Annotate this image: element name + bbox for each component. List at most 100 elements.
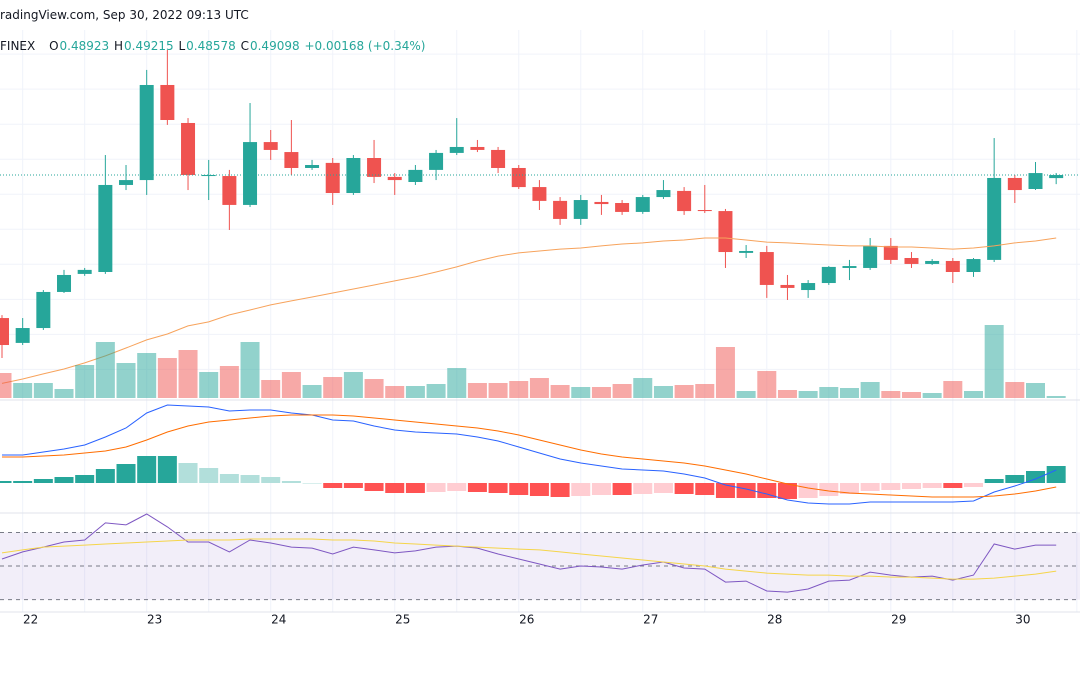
volume-bar	[1005, 382, 1025, 398]
volume-bar	[364, 379, 384, 398]
macd-histogram-bar	[281, 481, 301, 483]
x-tick-label: 26	[519, 613, 534, 627]
volume-bar	[302, 385, 322, 398]
volume-bar	[240, 342, 260, 398]
volume-bar	[405, 386, 425, 398]
volume-bar	[54, 389, 74, 398]
candle-body	[284, 152, 299, 168]
volume-bar	[612, 384, 632, 398]
candle-body	[821, 266, 836, 284]
macd-histogram-bar	[509, 483, 529, 495]
macd-histogram-bar	[0, 481, 12, 483]
candle-body	[305, 165, 320, 168]
candle-body	[36, 291, 51, 329]
macd-histogram-bar	[839, 483, 859, 494]
macd-histogram-bar	[33, 479, 53, 483]
volume-bar	[178, 350, 198, 398]
candle-body	[346, 158, 361, 194]
ohlc-label: L	[178, 39, 186, 53]
macd-histogram-bar	[922, 483, 942, 488]
volume-bar	[777, 390, 797, 398]
macd-histogram-bar	[157, 456, 177, 483]
x-tick-label: 23	[147, 613, 162, 627]
volume-bar	[488, 383, 508, 398]
candle-body	[449, 146, 464, 153]
macd-histogram-bar	[881, 483, 901, 490]
macd-histogram-bar	[860, 483, 880, 491]
ohlc-value: 0.49215	[124, 39, 174, 53]
macd-histogram-bar	[199, 468, 219, 483]
candle-body	[139, 84, 154, 181]
macd-histogram-bar	[591, 483, 611, 495]
volume-bar	[922, 393, 942, 398]
source: radingView.com, Sep 30, 2022 09:13 UTC	[0, 8, 249, 22]
moving-average	[1, 237, 1057, 384]
volume-bar	[385, 386, 405, 398]
volume-bar	[963, 391, 983, 398]
macd-histogram-bar	[1005, 475, 1025, 483]
candle-body	[243, 142, 258, 205]
volume-bar	[819, 387, 839, 398]
candle-body	[387, 176, 402, 181]
macd-histogram-bar	[261, 477, 281, 483]
x-tick-label: 29	[891, 613, 906, 627]
rsi-line	[1, 538, 1057, 580]
volume-bar	[509, 381, 529, 398]
macd-histogram-bar	[488, 483, 508, 493]
volume-bar	[984, 325, 1004, 398]
candle-body	[470, 146, 485, 150]
candle-body	[635, 197, 650, 212]
volume-bar	[550, 385, 570, 398]
candle-body	[408, 169, 423, 182]
ohlc-label: C	[240, 39, 249, 53]
x-tick-label: 28	[767, 613, 782, 627]
candle-body	[532, 187, 547, 201]
x-tick-label: 24	[271, 613, 286, 627]
candle-body	[615, 203, 630, 212]
macd-histogram-bar	[447, 483, 467, 491]
volume-bar	[674, 385, 694, 398]
candle-body	[966, 259, 981, 272]
volume-bar	[343, 372, 363, 398]
x-tick-label: 30	[1015, 613, 1030, 627]
candle-body	[739, 250, 754, 253]
volume-bar	[137, 353, 157, 398]
x-tick-label: 25	[395, 613, 410, 627]
macd-histogram-bar	[984, 479, 1004, 483]
macd-histogram-bar	[240, 475, 260, 483]
volume-bar	[447, 368, 467, 398]
macd-histogram-bar	[1026, 471, 1045, 483]
macd-histogram-bar	[674, 483, 694, 494]
volume-bar	[943, 381, 963, 398]
volume-bar	[798, 391, 818, 398]
macd-histogram-bar	[901, 483, 921, 489]
ohlc-value: 0.48923	[59, 39, 110, 53]
volume-bar	[0, 373, 12, 398]
candle-body	[511, 167, 526, 188]
volume-bar	[261, 380, 281, 398]
x-tick-label: 22	[23, 613, 38, 627]
volume-bar	[95, 342, 115, 398]
macd-histogram-bar	[426, 483, 446, 492]
macd-histogram-bar	[343, 483, 363, 488]
candle-body	[573, 200, 588, 219]
macd-histogram-bar	[943, 483, 963, 488]
volume-bar	[591, 387, 611, 398]
volume-bar	[736, 391, 756, 398]
symbol: FINEX	[0, 39, 36, 53]
volume-bar	[571, 387, 591, 398]
candle-body	[842, 266, 857, 268]
macd-histogram-bar	[219, 474, 239, 483]
macd-histogram-bar	[1046, 466, 1066, 483]
candle-body	[57, 274, 72, 292]
candle-body	[367, 158, 382, 177]
candle-body	[1049, 175, 1064, 179]
volume-bar	[839, 388, 859, 398]
candle-body	[945, 260, 960, 272]
volume-bar	[757, 371, 777, 398]
volume-bar	[1046, 396, 1066, 398]
macd-histogram-bar	[550, 483, 570, 497]
candle-body	[1007, 177, 1022, 191]
signal-line	[2, 414, 1057, 498]
